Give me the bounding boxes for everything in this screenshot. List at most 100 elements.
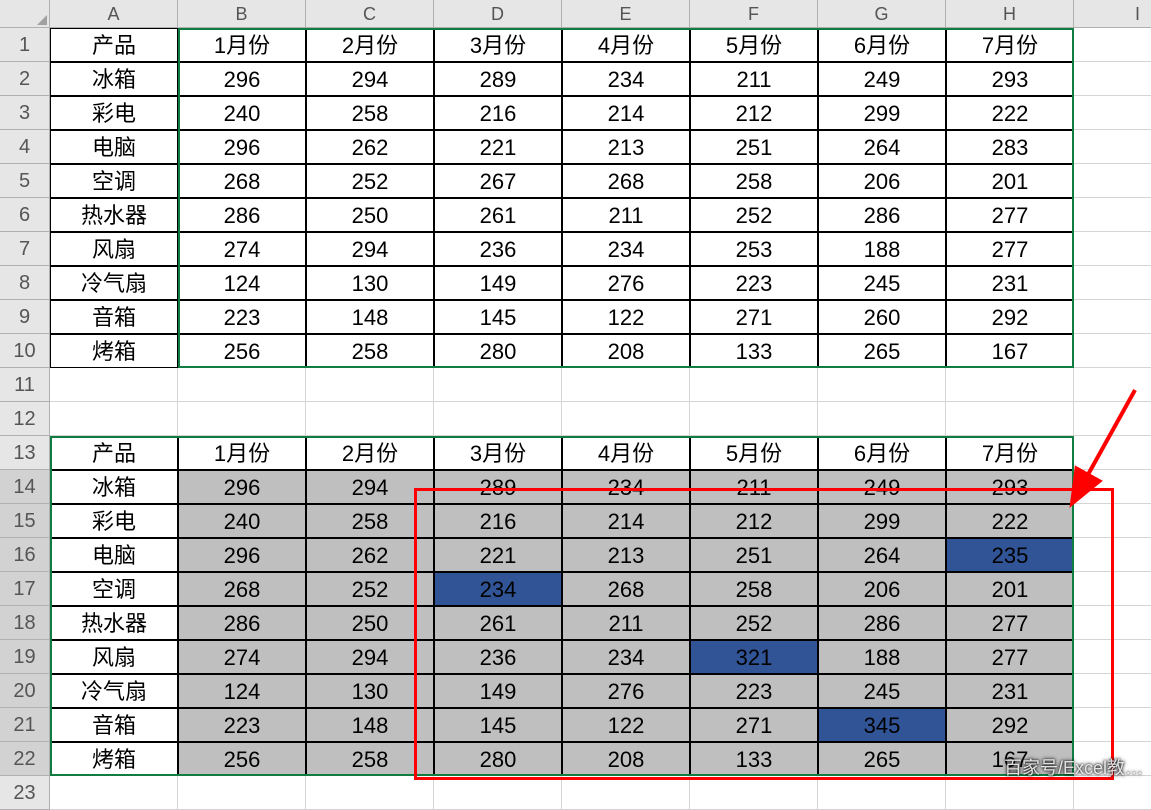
cell-A21[interactable]: 音箱 [50,708,178,742]
cell-C2[interactable]: 294 [306,62,434,96]
cell-I14[interactable] [1074,470,1151,504]
cell-B10[interactable]: 256 [178,334,306,368]
cell-B15[interactable]: 240 [178,504,306,538]
cell-B21[interactable]: 223 [178,708,306,742]
col-header-H[interactable]: H [946,0,1074,28]
cell-D16[interactable]: 221 [434,538,562,572]
cell-H3[interactable]: 222 [946,96,1074,130]
cell-B4[interactable]: 296 [178,130,306,164]
cell-F20[interactable]: 223 [690,674,818,708]
row-header-16[interactable]: 16 [0,538,50,572]
cell-I18[interactable] [1074,606,1151,640]
cell-I4[interactable] [1074,130,1151,164]
cell-D14[interactable]: 289 [434,470,562,504]
cell-B2[interactable]: 296 [178,62,306,96]
row-header-19[interactable]: 19 [0,640,50,674]
cell-F23[interactable] [690,776,818,810]
cell-B1[interactable]: 1月份 [178,28,306,62]
cell-B18[interactable]: 286 [178,606,306,640]
cell-D4[interactable]: 221 [434,130,562,164]
cell-B13[interactable]: 1月份 [178,436,306,470]
cell-D20[interactable]: 149 [434,674,562,708]
cell-I19[interactable] [1074,640,1151,674]
cell-A15[interactable]: 彩电 [50,504,178,538]
cell-F7[interactable]: 253 [690,232,818,266]
row-header-6[interactable]: 6 [0,198,50,232]
row-header-3[interactable]: 3 [0,96,50,130]
cell-C3[interactable]: 258 [306,96,434,130]
cell-C6[interactable]: 250 [306,198,434,232]
cell-D10[interactable]: 280 [434,334,562,368]
cell-E7[interactable]: 234 [562,232,690,266]
cell-H8[interactable]: 231 [946,266,1074,300]
cell-B16[interactable]: 296 [178,538,306,572]
cell-A13[interactable]: 产品 [50,436,178,470]
cell-B5[interactable]: 268 [178,164,306,198]
cell-C22[interactable]: 258 [306,742,434,776]
cell-E11[interactable] [562,368,690,402]
col-header-B[interactable]: B [178,0,306,28]
cell-A14[interactable]: 冰箱 [50,470,178,504]
cell-I13[interactable] [1074,436,1151,470]
cell-I17[interactable] [1074,572,1151,606]
cell-I16[interactable] [1074,538,1151,572]
cell-E22[interactable]: 208 [562,742,690,776]
cell-D22[interactable]: 280 [434,742,562,776]
cell-G15[interactable]: 299 [818,504,946,538]
cell-B9[interactable]: 223 [178,300,306,334]
cell-E21[interactable]: 122 [562,708,690,742]
cell-D1[interactable]: 3月份 [434,28,562,62]
cell-C1[interactable]: 2月份 [306,28,434,62]
cell-A18[interactable]: 热水器 [50,606,178,640]
cell-A19[interactable]: 风扇 [50,640,178,674]
cell-C21[interactable]: 148 [306,708,434,742]
cell-G20[interactable]: 245 [818,674,946,708]
cell-A12[interactable] [50,402,178,436]
cell-F22[interactable]: 133 [690,742,818,776]
cell-D11[interactable] [434,368,562,402]
cell-B17[interactable]: 268 [178,572,306,606]
row-header-23[interactable]: 23 [0,776,50,810]
row-header-2[interactable]: 2 [0,62,50,96]
col-header-I[interactable]: I [1074,0,1151,28]
cell-E10[interactable]: 208 [562,334,690,368]
cell-D13[interactable]: 3月份 [434,436,562,470]
cell-E3[interactable]: 214 [562,96,690,130]
cell-A23[interactable] [50,776,178,810]
cell-H18[interactable]: 277 [946,606,1074,640]
cell-C12[interactable] [306,402,434,436]
cell-I3[interactable] [1074,96,1151,130]
cell-B20[interactable]: 124 [178,674,306,708]
cell-G1[interactable]: 6月份 [818,28,946,62]
cell-G13[interactable]: 6月份 [818,436,946,470]
cell-F13[interactable]: 5月份 [690,436,818,470]
cell-I2[interactable] [1074,62,1151,96]
cell-I12[interactable] [1074,402,1151,436]
row-header-22[interactable]: 22 [0,742,50,776]
cell-G5[interactable]: 206 [818,164,946,198]
cell-F16[interactable]: 251 [690,538,818,572]
cell-E8[interactable]: 276 [562,266,690,300]
cell-D19[interactable]: 236 [434,640,562,674]
cell-C15[interactable]: 258 [306,504,434,538]
cell-E6[interactable]: 211 [562,198,690,232]
cell-E23[interactable] [562,776,690,810]
row-header-14[interactable]: 14 [0,470,50,504]
cell-D12[interactable] [434,402,562,436]
cell-G19[interactable]: 188 [818,640,946,674]
cell-C18[interactable]: 250 [306,606,434,640]
cell-C23[interactable] [306,776,434,810]
cell-E9[interactable]: 122 [562,300,690,334]
cell-F9[interactable]: 271 [690,300,818,334]
cell-A3[interactable]: 彩电 [50,96,178,130]
cell-A20[interactable]: 冷气扇 [50,674,178,708]
cell-G7[interactable]: 188 [818,232,946,266]
cell-G3[interactable]: 299 [818,96,946,130]
cell-A22[interactable]: 烤箱 [50,742,178,776]
cell-G10[interactable]: 265 [818,334,946,368]
cell-E4[interactable]: 213 [562,130,690,164]
cell-D21[interactable]: 145 [434,708,562,742]
cell-G2[interactable]: 249 [818,62,946,96]
cell-C9[interactable]: 148 [306,300,434,334]
cell-H5[interactable]: 201 [946,164,1074,198]
